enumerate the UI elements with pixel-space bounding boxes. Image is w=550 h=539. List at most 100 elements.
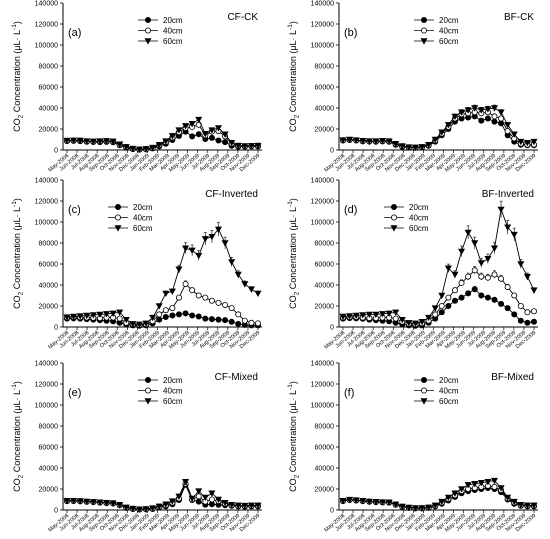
- data-point: [155, 503, 163, 510]
- data-point: [359, 497, 367, 505]
- data-point: [201, 494, 209, 502]
- data-point: [221, 240, 229, 247]
- data-point: [168, 498, 176, 505]
- data-point: [208, 316, 215, 323]
- data-point: [83, 138, 91, 145]
- y-tick-label: 60000: [315, 445, 335, 452]
- data-point: [498, 275, 505, 282]
- data-point: [208, 127, 216, 134]
- data-point: [392, 309, 400, 316]
- y-axis-label-part: Concentration: [288, 56, 298, 115]
- legend-label: 60cm: [409, 224, 429, 233]
- legend-marker: [144, 16, 151, 23]
- data-point: [162, 501, 170, 508]
- data-point: [530, 502, 538, 509]
- data-point: [451, 271, 459, 279]
- y-tick-label: 100000: [35, 220, 58, 227]
- y-tick-label: 100000: [35, 403, 58, 410]
- data-point: [445, 302, 452, 309]
- data-point: [531, 308, 538, 315]
- data-point: [122, 504, 130, 511]
- data-point: [241, 502, 249, 510]
- y-axis-label-part: (μL· L: [288, 390, 298, 416]
- data-point: [162, 307, 169, 314]
- data-point: [352, 312, 360, 320]
- legend-marker: [114, 225, 122, 232]
- data-point: [523, 273, 531, 281]
- y-axis-label-part: (μL· L: [12, 207, 22, 233]
- panel-title: CF-Inverted: [205, 189, 258, 200]
- data-point: [438, 309, 445, 316]
- data-point: [135, 506, 143, 513]
- data-point: [478, 117, 485, 124]
- data-point: [392, 141, 400, 148]
- data-point: [215, 316, 222, 323]
- data-point: [103, 499, 111, 507]
- data-point: [478, 273, 485, 280]
- data-point: [524, 309, 531, 316]
- data-point: [504, 494, 512, 502]
- data-point: [109, 310, 117, 317]
- y-axis-label-part: ): [12, 198, 22, 201]
- data-point: [491, 113, 498, 120]
- data-point: [484, 256, 492, 263]
- y-axis-label-part: -1: [11, 24, 18, 30]
- data-point: [465, 290, 472, 297]
- data-point: [156, 311, 163, 318]
- data-point: [465, 273, 472, 280]
- data-point: [103, 138, 111, 145]
- data-point: [195, 313, 202, 320]
- data-point: [411, 505, 419, 512]
- y-axis-label-part: 2: [294, 291, 301, 295]
- data-point: [189, 312, 196, 319]
- y-axis-label-part: -1: [11, 201, 18, 207]
- data-point: [195, 488, 203, 495]
- data-point: [215, 299, 222, 306]
- data-point: [162, 138, 170, 145]
- data-point: [149, 505, 157, 512]
- legend-label: 20cm: [439, 16, 459, 25]
- data-point: [83, 498, 91, 506]
- data-point: [471, 267, 478, 274]
- data-point: [235, 320, 242, 327]
- data-point: [188, 495, 196, 503]
- y-axis-label-part: 2: [18, 474, 25, 478]
- legend-marker: [420, 16, 427, 23]
- data-point: [182, 478, 190, 486]
- legend-marker: [420, 376, 427, 383]
- data-point: [339, 313, 347, 321]
- data-point: [464, 229, 472, 237]
- legend-marker: [420, 398, 428, 405]
- legend-label: 20cm: [133, 203, 153, 212]
- data-point: [464, 107, 472, 114]
- data-point: [517, 317, 524, 324]
- y-tick-label: 100000: [311, 220, 334, 227]
- legend-marker: [390, 214, 397, 221]
- data-point: [234, 271, 242, 279]
- data-point: [155, 303, 163, 310]
- data-point: [201, 236, 209, 243]
- data-point: [438, 292, 446, 300]
- data-point: [458, 248, 466, 256]
- y-tick-label: 120000: [311, 199, 334, 206]
- y-tick-label: 100000: [35, 43, 58, 50]
- data-point: [169, 312, 176, 319]
- data-point: [431, 305, 439, 312]
- panel-label: (d): [344, 204, 357, 216]
- data-point: [222, 301, 229, 308]
- data-point: [215, 137, 222, 144]
- y-axis-label: CO2 Concentration (μL· L-1): [11, 198, 25, 309]
- y-tick-label: 60000: [315, 262, 335, 269]
- legend-marker: [144, 27, 151, 34]
- data-point: [208, 490, 216, 497]
- data-point: [444, 265, 452, 272]
- data-point: [254, 290, 262, 298]
- legend-marker: [144, 387, 151, 394]
- y-axis-label-part: (μL· L: [12, 390, 22, 416]
- data-point: [491, 483, 498, 490]
- data-point: [155, 142, 163, 149]
- legend-marker: [115, 214, 122, 221]
- y-tick-label: 140000: [35, 1, 58, 8]
- legend-label: 20cm: [439, 376, 459, 385]
